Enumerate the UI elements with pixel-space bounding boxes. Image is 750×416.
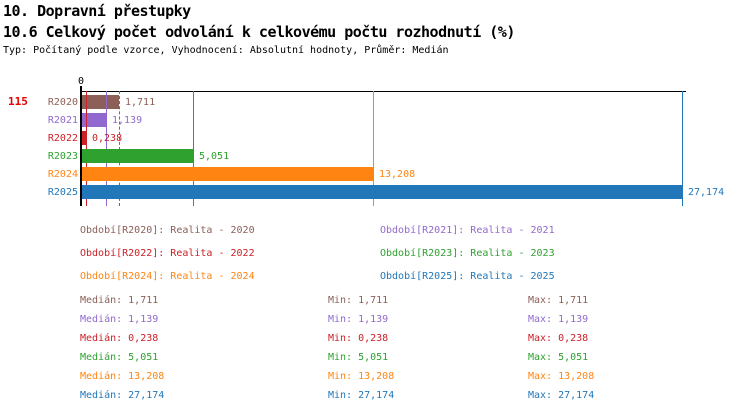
bar-value-label: 27,174 bbox=[688, 187, 725, 198]
median-line bbox=[193, 91, 194, 206]
bar-label: R2021 bbox=[47, 115, 78, 126]
legend-item: Období[R2023]: Realita - 2023 bbox=[380, 248, 555, 259]
bar bbox=[82, 149, 193, 163]
bar-value-label: 0,238 bbox=[92, 133, 123, 144]
report-section-title: 10. Dopravní přestupky bbox=[3, 2, 191, 20]
median-line bbox=[106, 91, 107, 206]
stat-median: Medián: 0,238 bbox=[80, 333, 159, 344]
bar-label: R2023 bbox=[47, 151, 78, 162]
bar-value-label: 13,208 bbox=[379, 169, 416, 180]
median-line bbox=[682, 91, 683, 206]
bar bbox=[82, 113, 106, 127]
bar-value-label: 5,051 bbox=[199, 151, 230, 162]
stat-max: Max: 1,139 bbox=[528, 314, 589, 325]
stat-min: Min: 1,139 bbox=[328, 314, 389, 325]
bar-label: R2022 bbox=[47, 133, 78, 144]
x-axis-zero-label: 0 bbox=[77, 76, 85, 87]
stat-min: Min: 13,208 bbox=[328, 371, 395, 382]
stat-max: Max: 0,238 bbox=[528, 333, 589, 344]
bar bbox=[82, 95, 119, 109]
stat-max: Max: 13,208 bbox=[528, 371, 595, 382]
stat-median: Medián: 1,711 bbox=[80, 295, 159, 306]
bar-value-label: 1,139 bbox=[112, 115, 143, 126]
indicator-meta: Typ: Počítaný podle vzorce, Vyhodnocení:… bbox=[3, 45, 449, 56]
legend-item: Období[R2024]: Realita - 2024 bbox=[80, 271, 255, 282]
legend-item: Období[R2021]: Realita - 2021 bbox=[380, 225, 555, 236]
stat-median: Medián: 13,208 bbox=[80, 371, 165, 382]
median-line bbox=[373, 91, 374, 206]
stat-median: Medián: 5,051 bbox=[80, 352, 159, 363]
median-line bbox=[119, 91, 120, 206]
y-axis-line bbox=[80, 86, 82, 206]
bar-label: R2025 bbox=[47, 187, 78, 198]
stat-median: Medián: 27,174 bbox=[80, 390, 165, 401]
indicator-number: 115 bbox=[8, 95, 28, 108]
legend-item: Období[R2022]: Realita - 2022 bbox=[80, 248, 255, 259]
stat-max: Max: 5,051 bbox=[528, 352, 589, 363]
median-line bbox=[86, 91, 87, 206]
stat-median: Medián: 1,139 bbox=[80, 314, 159, 325]
stat-min: Min: 5,051 bbox=[328, 352, 389, 363]
stat-max: Max: 27,174 bbox=[528, 390, 595, 401]
bar-label: R2020 bbox=[47, 97, 78, 108]
bar bbox=[82, 167, 373, 181]
x-axis-line bbox=[80, 91, 686, 92]
bar bbox=[82, 131, 86, 145]
indicator-title: 10.6 Celkový počet odvolání k celkovému … bbox=[3, 23, 515, 41]
bar-value-label: 1,711 bbox=[125, 97, 156, 108]
stat-min: Min: 1,711 bbox=[328, 295, 389, 306]
stat-min: Min: 0,238 bbox=[328, 333, 389, 344]
bar-label: R2024 bbox=[47, 169, 78, 180]
legend-item: Období[R2020]: Realita - 2020 bbox=[80, 225, 255, 236]
bar bbox=[82, 185, 682, 199]
stat-max: Max: 1,711 bbox=[528, 295, 589, 306]
legend-item: Období[R2025]: Realita - 2025 bbox=[380, 271, 555, 282]
stat-min: Min: 27,174 bbox=[328, 390, 395, 401]
